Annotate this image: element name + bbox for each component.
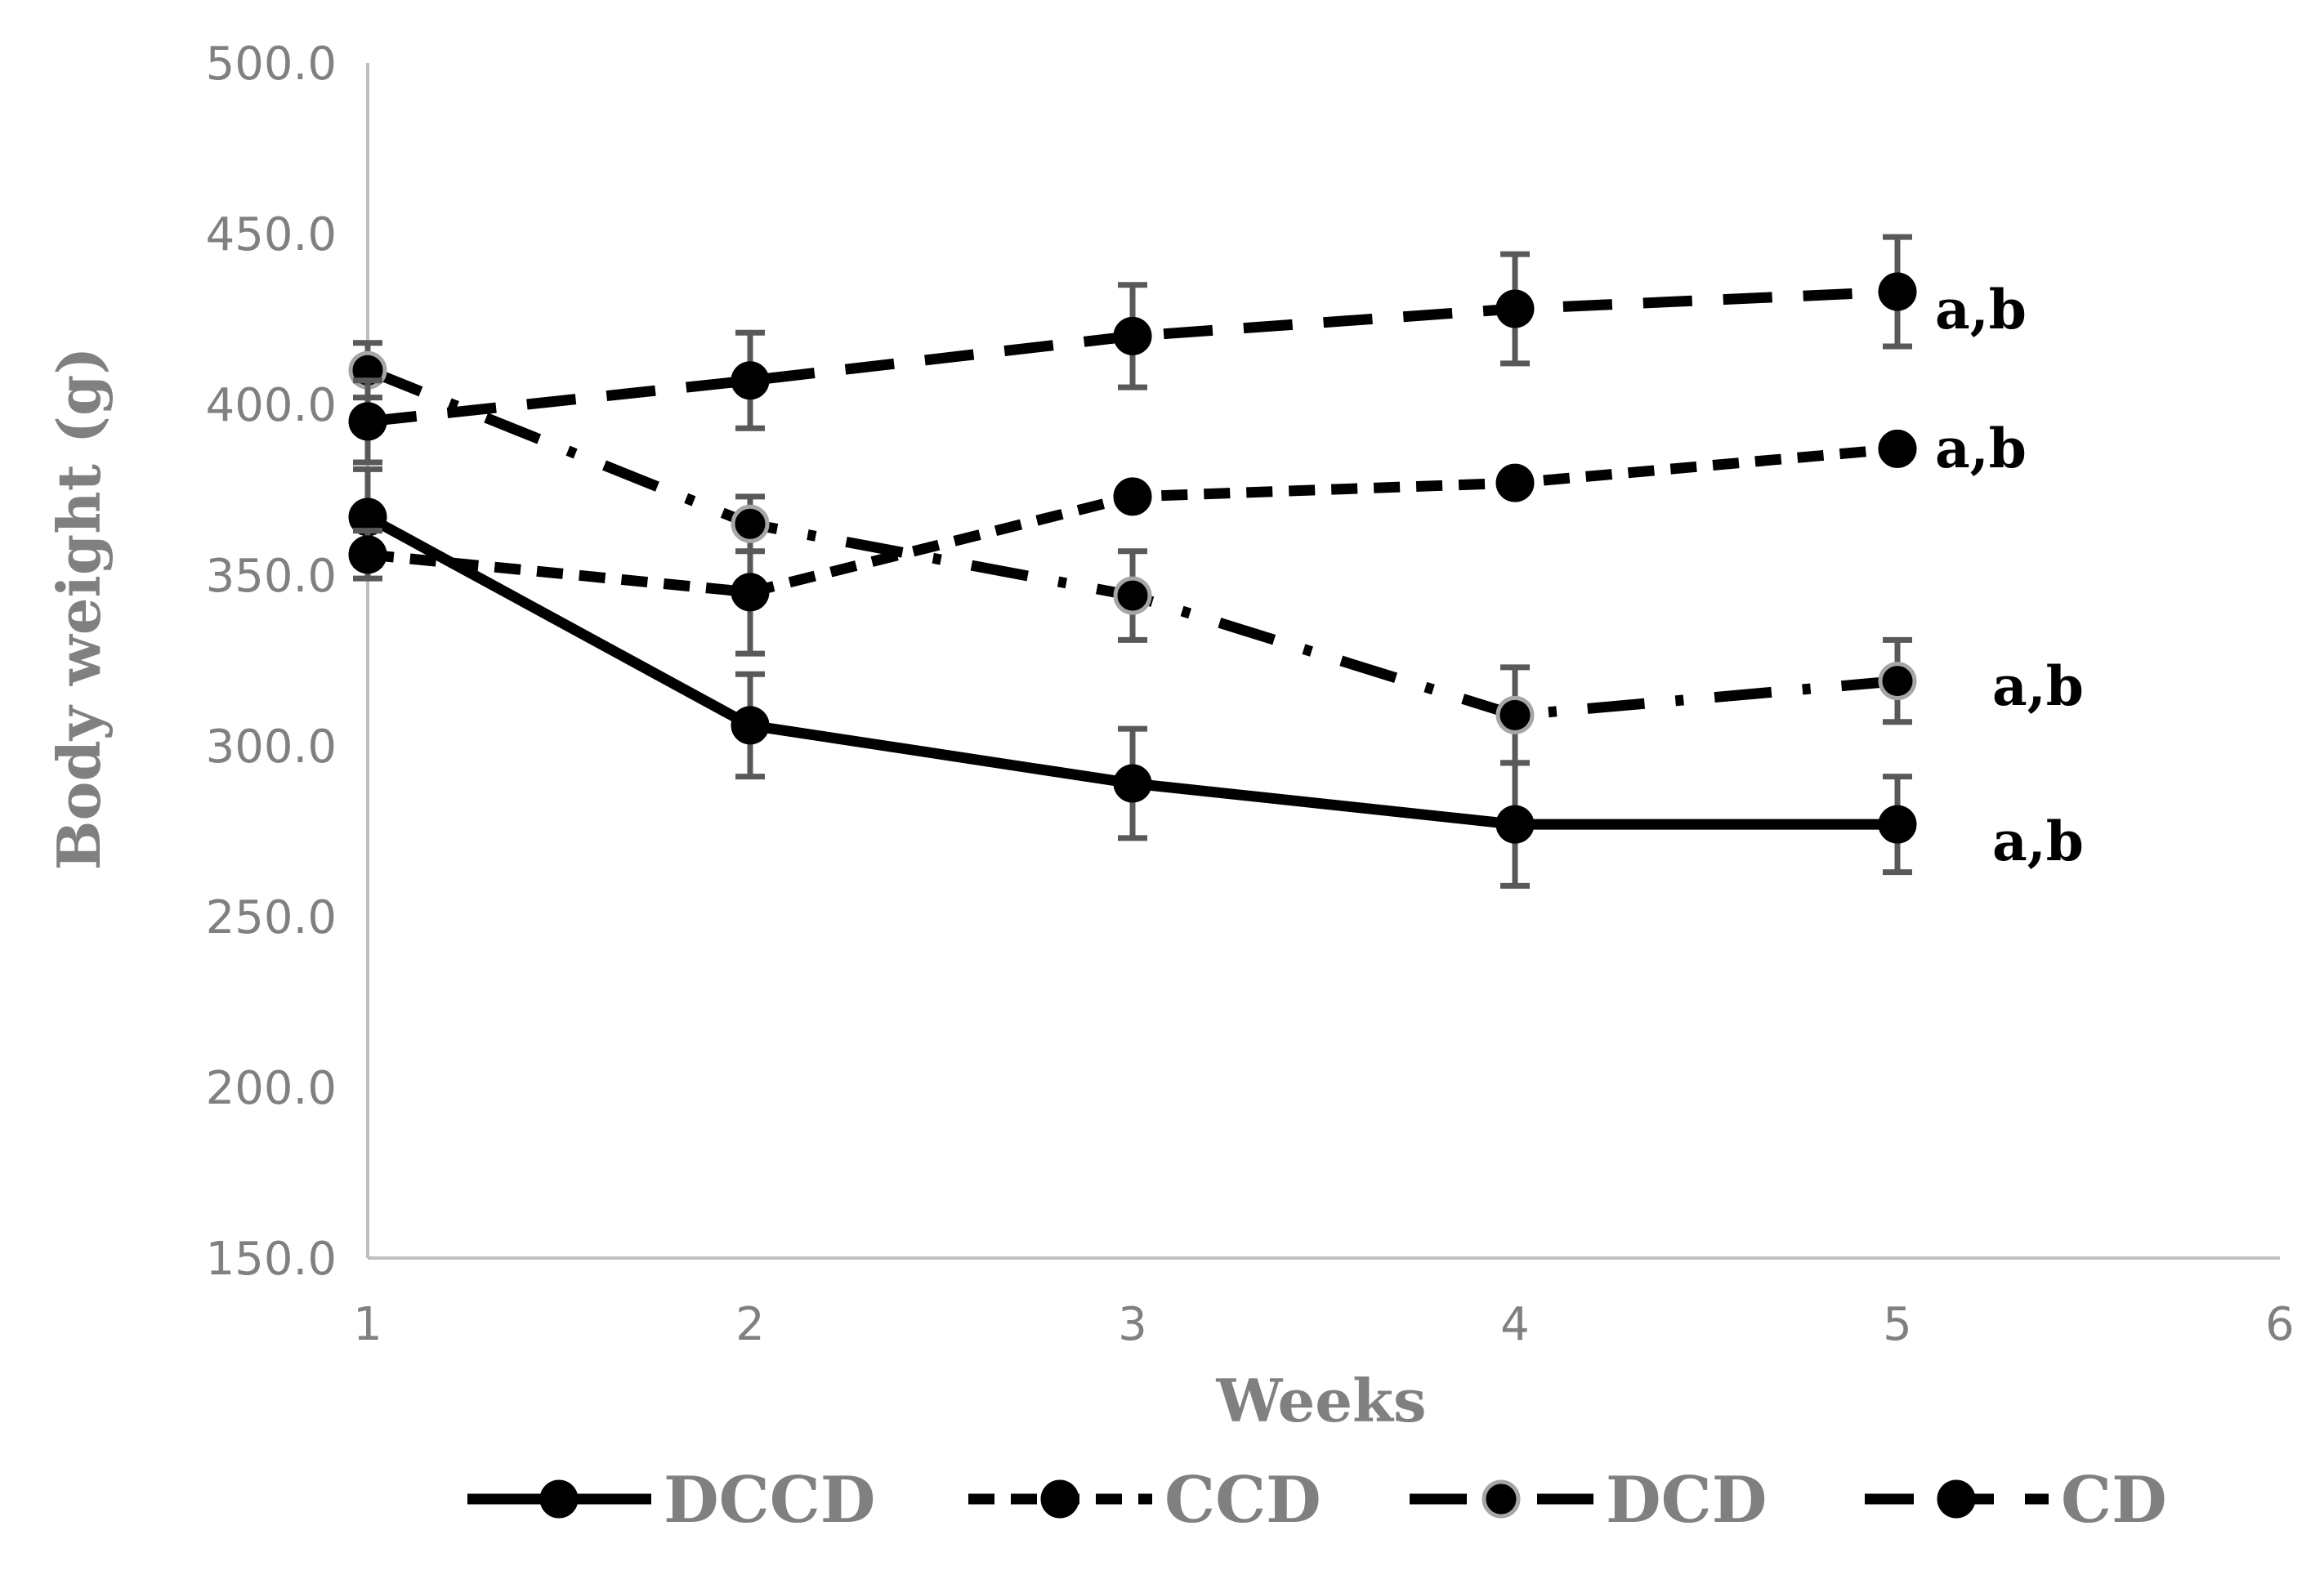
data-point [1495,695,1535,734]
significance-annotation: a,b [1935,417,2027,480]
data-point [348,535,387,574]
y-tick-label: 200.0 [206,1062,337,1115]
significance-annotation: a,b [1992,810,2084,873]
y-tick-label: 150.0 [206,1233,337,1286]
data-point [1495,463,1535,502]
plot-area: a,b a,b a,b a,b [348,234,2084,889]
legend-swatch-marker [1482,1479,1521,1519]
data-point [1113,316,1152,355]
series-dcd [348,340,1917,766]
data-point [731,504,770,543]
legend-item-dccd: DCCD [467,1463,875,1537]
data-point [1495,289,1535,328]
series-dccd [348,466,1917,889]
data-point [1113,576,1152,615]
series-cd [348,234,1917,466]
x-tick-label: 3 [1118,1298,1147,1351]
x-axis-title: Weeks [1215,1366,1426,1435]
x-tick-label: 6 [2265,1298,2295,1351]
y-tick-label: 500.0 [206,38,337,91]
data-point [1878,272,1917,311]
x-tick-label: 1 [353,1298,382,1351]
data-point [1113,477,1152,516]
series-line-dcd [365,365,1898,721]
y-tick-label: 250.0 [206,891,337,944]
y-tick-label: 450.0 [206,208,337,261]
data-point [1878,805,1917,844]
legend-swatch-marker [1040,1479,1079,1519]
legend-label: DCCD [664,1463,875,1537]
axes: 150.0 200.0 250.0 300.0 350.0 400.0 450.0 500.0… [206,38,2295,1351]
legend-label: DCD [1606,1463,1767,1537]
data-point [731,706,770,745]
significance-annotation: a,b [1935,278,2027,341]
x-tick-label: 5 [1883,1298,1912,1351]
y-axis-title: Body weight (g) [44,347,114,871]
legend-item-cd: CD [1865,1463,2167,1537]
data-point [1878,429,1917,468]
data-point [1495,805,1535,844]
data-point [731,573,770,612]
labels: Weeks Body weight (g) [44,347,1427,1435]
y-tick-label: 350.0 [206,550,337,603]
legend-item-ccd: CCD [968,1463,1321,1537]
data-point [348,402,387,441]
x-tick-label: 4 [1500,1298,1530,1351]
legend-label: CD [2061,1463,2167,1537]
data-point [731,361,770,400]
legend-swatch-marker [1937,1479,1976,1519]
series-ccd [348,429,1917,657]
legend-item-dcd: DCD [1410,1463,1767,1537]
y-tick-label: 300.0 [206,721,337,774]
x-tick-label: 2 [735,1298,765,1351]
legend-swatch-marker [539,1479,579,1519]
legend: DCCD CCD DCD CD [467,1463,2167,1537]
significance-annotation: a,b [1992,654,2084,718]
legend-label: CCD [1164,1463,1321,1537]
data-point [1113,764,1152,803]
data-point [1878,662,1917,701]
y-tick-label: 400.0 [206,379,337,432]
